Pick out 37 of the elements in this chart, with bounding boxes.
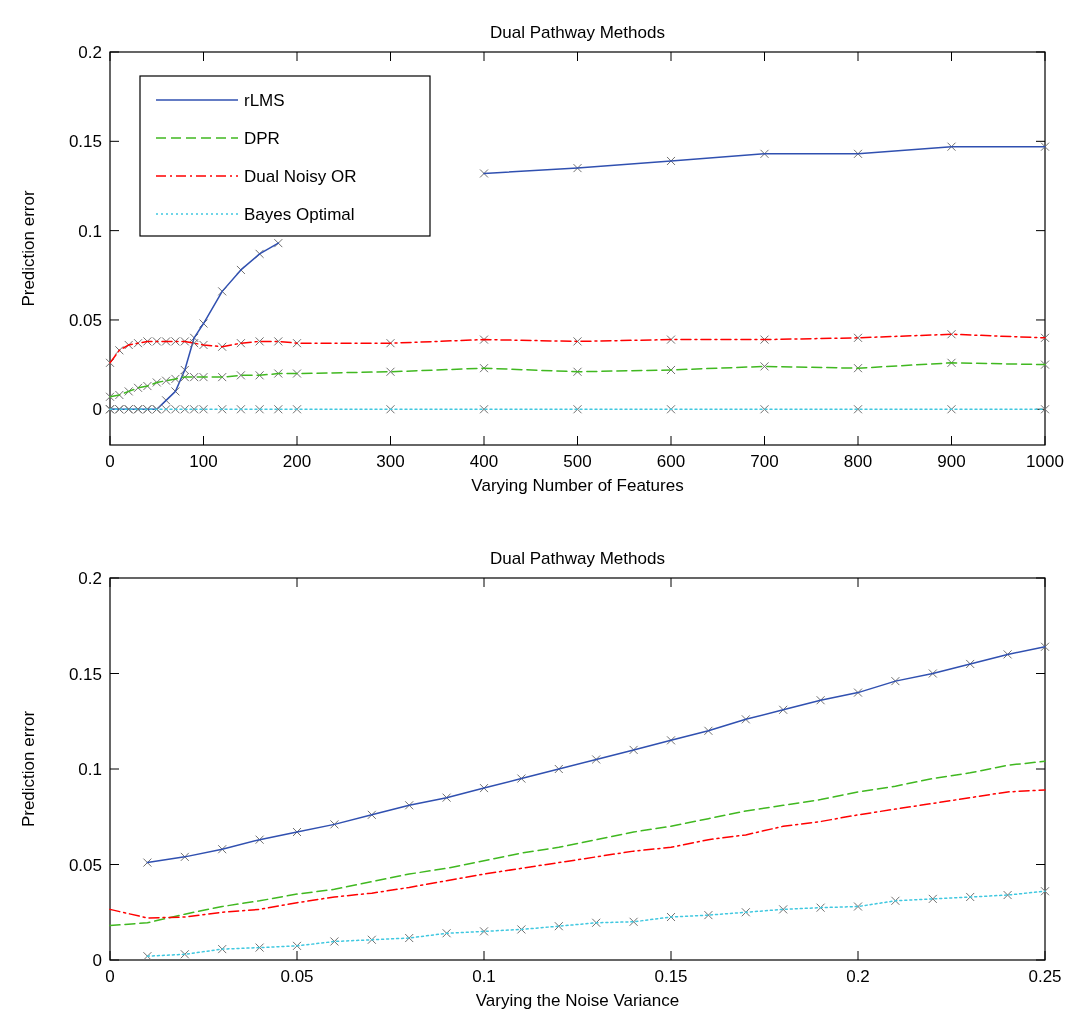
- x-tick-label: 900: [937, 452, 966, 471]
- x-tick-label: 1000: [1026, 452, 1064, 471]
- y-tick-label: 0.15: [68, 132, 102, 152]
- x-tick-label: 200: [282, 452, 312, 471]
- legend-label: Dual Noisy OR: [244, 167, 357, 186]
- chart-title: Dual Pathway Methods: [490, 23, 665, 42]
- y-tick-label: 0.1: [78, 760, 102, 779]
- x-tick-label: 0: [105, 452, 115, 471]
- x-tick-label: 0.2: [846, 967, 870, 986]
- x-tick-label: 0.05: [280, 967, 314, 986]
- chart-title: Dual Pathway Methods: [490, 549, 665, 568]
- x-tick-label: 300: [376, 452, 405, 471]
- y-tick-label: 0.05: [68, 310, 102, 330]
- legend-label: rLMS: [244, 91, 285, 110]
- x-tick-label: 500: [563, 452, 592, 471]
- x-tick-label: 600: [656, 452, 686, 471]
- y-tick-label: 0.2: [78, 569, 102, 588]
- x-axis-title: Varying the Noise Variance: [475, 991, 680, 1010]
- y-tick-label: 0: [92, 951, 102, 970]
- y-tick-label: 0.2: [78, 43, 102, 62]
- y-tick-label: 0.05: [68, 855, 102, 875]
- y-axis-title: Prediction error: [19, 190, 38, 307]
- x-tick-label: 0.15: [654, 967, 688, 986]
- legend-label: Bayes Optimal: [244, 205, 355, 224]
- x-axis-title: Varying Number of Features: [471, 476, 684, 495]
- y-axis-title: Prediction error: [19, 710, 38, 828]
- x-tick-label: 700: [750, 452, 779, 471]
- x-tick-label: 0: [105, 967, 115, 986]
- x-tick-label: 800: [843, 452, 873, 471]
- x-tick-label: 100: [189, 452, 218, 471]
- legend-label: DPR: [244, 129, 280, 148]
- x-tick-label: 0.1: [472, 967, 496, 986]
- y-tick-label: 0.15: [68, 664, 102, 684]
- x-tick-label: 400: [469, 452, 499, 471]
- y-tick-label: 0: [92, 400, 102, 420]
- x-tick-label: 0.25: [1028, 967, 1062, 986]
- y-tick-label: 0.1: [78, 221, 102, 241]
